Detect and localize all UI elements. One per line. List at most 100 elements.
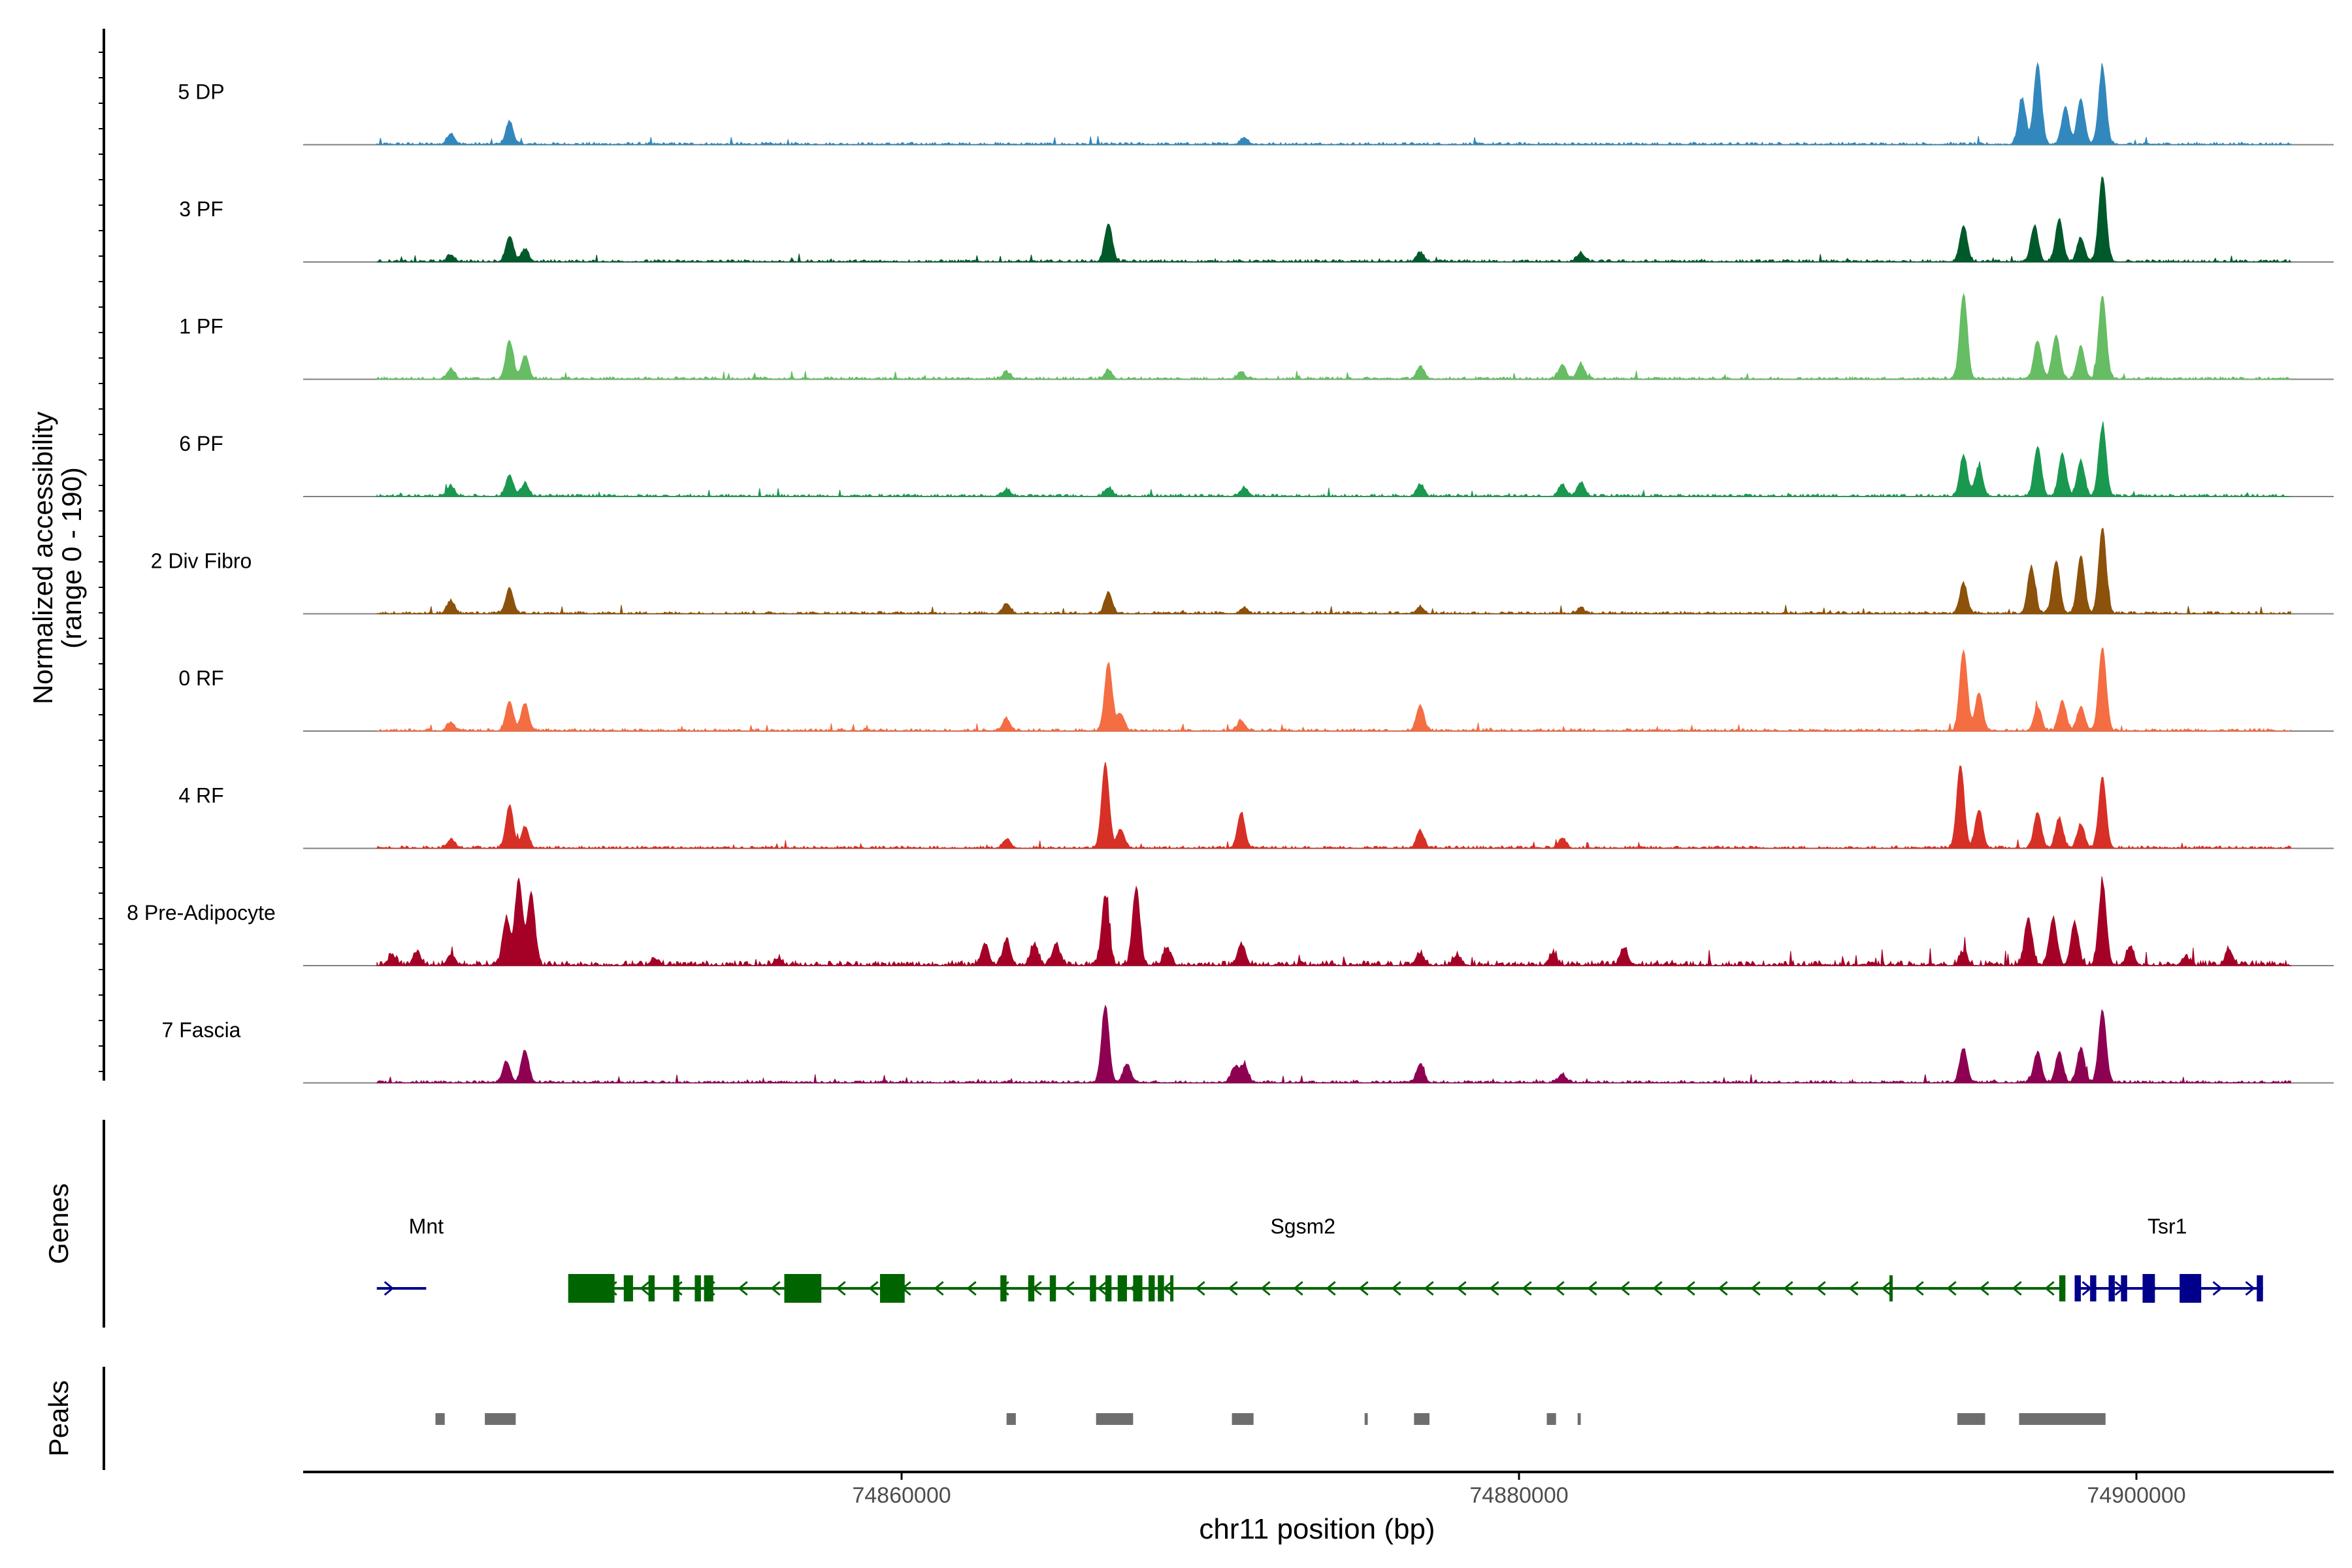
strand-chevron bbox=[1652, 1281, 1663, 1296]
exon bbox=[2074, 1275, 2081, 1301]
y-axis-label-line1: Normalized accessibility bbox=[27, 412, 58, 704]
x-tick-label: 74900000 bbox=[2087, 1483, 2185, 1508]
exon bbox=[1000, 1275, 1007, 1301]
exon bbox=[2257, 1275, 2263, 1301]
strand-chevron bbox=[1881, 1281, 1891, 1296]
peak-region bbox=[435, 1413, 445, 1425]
peak-region bbox=[1232, 1413, 1254, 1425]
track-coverage-area bbox=[376, 527, 2291, 615]
strand-chevron bbox=[1783, 1281, 1793, 1296]
peak-region bbox=[2019, 1413, 2106, 1425]
x-axis-label: chr11 position (bp) bbox=[1199, 1513, 1435, 1545]
gene-label: Mnt bbox=[409, 1215, 444, 1238]
exon bbox=[2090, 1275, 2097, 1301]
track-label: 6 PF bbox=[179, 432, 223, 455]
exon bbox=[1117, 1275, 1127, 1301]
genes-label: Genes bbox=[43, 1183, 74, 1264]
strand-chevron bbox=[2044, 1281, 2055, 1296]
strand-chevron bbox=[1685, 1281, 1695, 1296]
peak-region bbox=[1006, 1413, 1016, 1425]
track-0-rf: 0 RF bbox=[178, 647, 2334, 732]
exon bbox=[673, 1275, 679, 1301]
strand-chevron bbox=[934, 1281, 944, 1296]
strand-chevron bbox=[2212, 1281, 2223, 1296]
strand-chevron bbox=[1979, 1281, 1989, 1296]
exon bbox=[1049, 1275, 1056, 1301]
x-tick-label: 74880000 bbox=[1469, 1483, 1568, 1508]
strand-chevron bbox=[1391, 1281, 1401, 1296]
peak-region bbox=[485, 1413, 516, 1425]
strand-chevron bbox=[1848, 1281, 1859, 1296]
track-label: 5 DP bbox=[178, 80, 224, 104]
track-label: 2 Div Fibro bbox=[151, 549, 252, 573]
strand-chevron bbox=[1456, 1281, 1467, 1296]
gene-sgsm2: Sgsm2 bbox=[568, 1215, 2066, 1303]
strand-chevron bbox=[384, 1281, 395, 1296]
track-coverage-area bbox=[376, 1004, 2291, 1084]
strand-chevron bbox=[1914, 1281, 1924, 1296]
strand-chevron bbox=[1424, 1281, 1434, 1296]
strand-chevron bbox=[1816, 1281, 1826, 1296]
strand-chevron bbox=[1064, 1281, 1075, 1296]
track-1-pf: 1 PF bbox=[179, 293, 2334, 380]
strand-chevron bbox=[966, 1281, 977, 1296]
exon bbox=[784, 1274, 822, 1303]
track-coverage-area bbox=[376, 293, 2291, 380]
exon bbox=[2108, 1275, 2115, 1301]
peak-region bbox=[1096, 1413, 1134, 1425]
peak-region bbox=[1546, 1413, 1556, 1425]
exon bbox=[648, 1275, 655, 1301]
exon bbox=[1133, 1275, 1143, 1301]
strand-chevron bbox=[1620, 1281, 1630, 1296]
exon bbox=[1028, 1275, 1035, 1301]
peak-region bbox=[1364, 1413, 1368, 1425]
strand-chevron bbox=[868, 1281, 879, 1296]
exon bbox=[704, 1275, 713, 1301]
exon bbox=[694, 1275, 701, 1301]
strand-chevron bbox=[1522, 1281, 1532, 1296]
exon bbox=[568, 1274, 615, 1303]
exon bbox=[2059, 1275, 2066, 1301]
track-coverage-area bbox=[376, 762, 2291, 849]
track-label: 1 PF bbox=[179, 315, 223, 338]
coverage-tracks: 5 DP 3 PF 1 PF 6 PF 2 Div Fibro 0 RF 4 RF 8 Pre… bbox=[127, 61, 2334, 1084]
strand-chevron bbox=[1195, 1281, 1205, 1296]
strand-chevron bbox=[1946, 1281, 1957, 1296]
track-coverage-area bbox=[376, 61, 2291, 146]
exon bbox=[1149, 1275, 1155, 1301]
exon bbox=[1090, 1275, 1096, 1301]
track-label: 8 Pre-Adipocyte bbox=[127, 901, 276, 924]
track-6-pf: 6 PF bbox=[179, 421, 2334, 498]
x-tick-label: 74860000 bbox=[852, 1483, 951, 1508]
strand-chevron bbox=[738, 1281, 748, 1296]
exon bbox=[2142, 1274, 2155, 1303]
y-axis-label: Normalized accessibility (range 0 - 190) bbox=[27, 412, 87, 704]
track-5-dp: 5 DP bbox=[178, 61, 2334, 146]
exon bbox=[1158, 1275, 1164, 1301]
strand-chevron bbox=[1554, 1281, 1565, 1296]
peaks-label: Peaks bbox=[43, 1380, 74, 1457]
exon bbox=[879, 1274, 905, 1303]
peak-regions bbox=[435, 1413, 2106, 1425]
strand-chevron bbox=[1293, 1281, 1303, 1296]
exon bbox=[1889, 1275, 1893, 1301]
exon bbox=[2180, 1274, 2202, 1303]
track-label: 4 RF bbox=[178, 784, 223, 808]
track-coverage-area bbox=[376, 421, 2291, 498]
strand-chevron bbox=[640, 1281, 650, 1296]
strand-chevron bbox=[836, 1281, 846, 1296]
peak-region bbox=[1577, 1413, 1581, 1425]
strand-chevron bbox=[770, 1281, 781, 1296]
strand-chevron bbox=[1097, 1281, 1107, 1296]
strand-chevron bbox=[1750, 1281, 1761, 1296]
track-coverage-area bbox=[376, 176, 2291, 263]
strand-chevron bbox=[1718, 1281, 1728, 1296]
track-coverage-area bbox=[376, 876, 2291, 967]
exon bbox=[1105, 1275, 1112, 1301]
track-label: 0 RF bbox=[178, 666, 223, 690]
strand-chevron bbox=[1260, 1281, 1271, 1296]
y-axis-label-line2: (range 0 - 190) bbox=[56, 467, 87, 649]
x-axis-ticks: 74860000 74880000 74900000 bbox=[852, 1472, 2186, 1508]
